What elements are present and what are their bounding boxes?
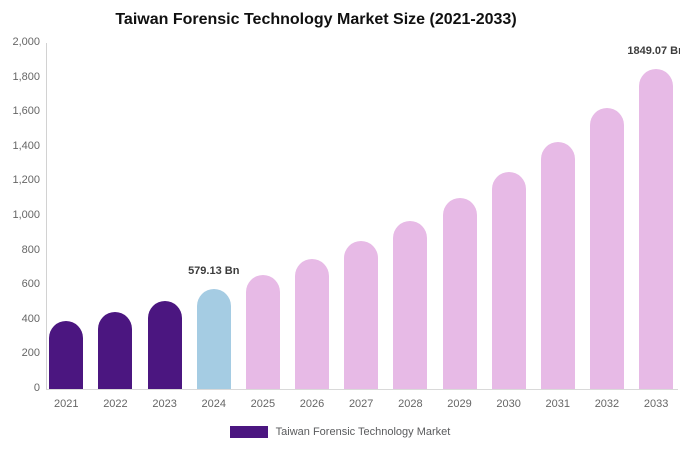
y-tick-400: 400	[21, 312, 40, 325]
bar-2024	[196, 288, 231, 389]
y-tick-200: 200	[21, 347, 40, 360]
y-tick-2000: 2,000	[12, 36, 40, 48]
x-tick-2030: 2030	[496, 398, 521, 410]
y-tick-600: 600	[21, 278, 40, 291]
y-tick-800: 800	[21, 243, 40, 256]
x-tick-2022: 2022	[103, 398, 128, 410]
bar-2023	[147, 300, 182, 389]
data-label-2024: 579.13 Bn	[188, 264, 240, 277]
y-tick-1600: 1,600	[12, 105, 40, 118]
bar-2030	[491, 171, 526, 389]
x-tick-2025: 2025	[250, 398, 276, 410]
bar-2027	[344, 241, 379, 389]
x-axis-line	[46, 389, 678, 390]
bar-2032	[589, 107, 624, 389]
y-tick-0: 0	[33, 382, 40, 394]
x-tick-2023: 2023	[152, 398, 177, 410]
y-tick-1800: 1,800	[12, 70, 40, 83]
x-tick-2032: 2032	[594, 398, 620, 410]
y-tick-1000: 1,000	[12, 209, 40, 221]
x-tick-2024: 2024	[201, 398, 226, 410]
data-label-2033: 1849.07 Bn	[627, 45, 680, 58]
bar-2033	[639, 69, 674, 389]
x-tick-2027: 2027	[348, 398, 374, 410]
plot-area	[46, 43, 680, 389]
x-tick-2033: 2033	[643, 398, 669, 410]
x-tick-2021: 2021	[54, 398, 79, 410]
chart-title: Taiwan Forensic Technology Market Size (…	[115, 11, 517, 28]
bar-2026	[295, 259, 330, 389]
bar-2022	[98, 311, 133, 389]
x-tick-2029: 2029	[447, 398, 472, 410]
y-tick-1400: 1,400	[12, 139, 40, 152]
bar-2031	[540, 141, 575, 389]
bar-2021	[49, 320, 84, 389]
bar-2028	[393, 221, 428, 389]
x-tick-2031: 2031	[545, 398, 571, 410]
bar-2025	[245, 275, 280, 389]
bar-2029	[442, 198, 477, 389]
legend-swatch-icon	[229, 426, 268, 438]
legend-label: Taiwan Forensic Technology Market	[275, 426, 451, 438]
x-tick-2028: 2028	[398, 398, 423, 410]
legend: Taiwan Forensic Technology Market	[0, 426, 680, 438]
y-axis-line	[46, 43, 47, 389]
x-tick-2026: 2026	[299, 398, 325, 410]
y-tick-1200: 1,200	[12, 174, 40, 187]
